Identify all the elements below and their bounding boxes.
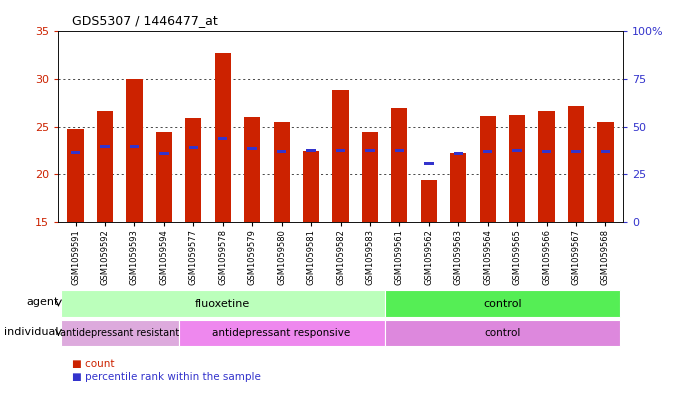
Bar [71,151,80,154]
Text: agent: agent [26,297,59,307]
Bar [601,150,610,153]
Text: fluoxetine: fluoxetine [195,299,251,309]
Bar [218,137,227,140]
Bar [100,145,110,148]
Bar [336,149,345,152]
Bar [61,320,178,346]
Bar [332,90,349,222]
Bar [395,149,404,152]
Bar [129,145,139,148]
Text: ■ percentile rank within the sample: ■ percentile rank within the sample [72,372,260,382]
Bar [178,320,385,346]
Bar [597,122,614,222]
Bar [274,122,289,222]
Bar [362,132,378,222]
Bar [185,118,202,222]
Text: control: control [484,328,520,338]
Bar [385,290,620,317]
Bar [365,149,375,152]
Bar [454,152,463,155]
Bar [244,117,260,222]
Bar [568,106,584,222]
Text: control: control [483,299,522,309]
Text: antidepressant resistant: antidepressant resistant [60,328,179,338]
Bar [303,151,319,222]
Bar [392,108,407,222]
Bar [127,79,142,222]
Bar [483,150,492,153]
Bar [509,115,525,222]
Bar [277,150,286,153]
Bar [539,112,554,222]
Text: individual: individual [4,327,59,336]
Bar [512,149,522,152]
Bar [67,129,84,222]
Bar [61,290,385,317]
Text: GDS5307 / 1446477_at: GDS5307 / 1446477_at [72,15,217,28]
Bar [215,53,231,222]
Bar [571,150,581,153]
Text: ■ count: ■ count [72,358,114,369]
Bar [159,152,169,155]
Bar [189,146,198,149]
Bar [385,320,620,346]
Bar [97,112,113,222]
Bar [542,150,552,153]
Text: antidepressant responsive: antidepressant responsive [212,328,351,338]
Bar [156,132,172,222]
Bar [450,153,466,222]
Bar [421,180,437,222]
Bar [306,149,316,152]
Bar [424,162,434,165]
Bar [247,147,257,150]
Bar [479,116,496,222]
